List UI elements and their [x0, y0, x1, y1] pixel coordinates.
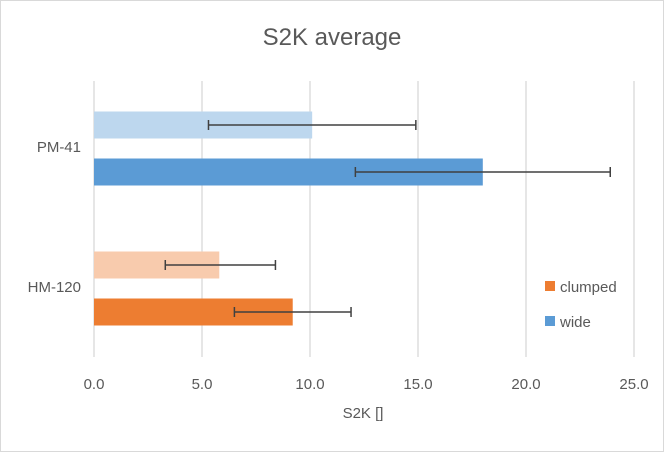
error-bars	[164, 120, 611, 317]
error-bar	[207, 120, 417, 130]
x-tick-label: 0.0	[84, 376, 105, 393]
legend-swatch	[545, 281, 555, 291]
x-tick-label: 5.0	[192, 376, 213, 393]
x-tick-label: 20.0	[511, 376, 540, 393]
legend-swatch	[545, 316, 555, 326]
error-bar	[233, 307, 352, 317]
x-axis-title: S2K []	[343, 405, 384, 422]
x-tick-labels: 0.0 5.0 10.0 15.0 20.0 25.0	[84, 376, 649, 393]
legend: clumped wide	[545, 279, 617, 331]
bars	[94, 111, 483, 326]
category-label-hm-120: HM-120	[28, 279, 81, 296]
legend-item-clumped: clumped	[545, 279, 617, 296]
legend-label: clumped	[560, 279, 617, 296]
x-tick-label: 25.0	[619, 376, 648, 393]
x-tick-label: 10.0	[295, 376, 324, 393]
category-label-pm-41: PM-41	[37, 139, 81, 156]
error-bar	[354, 167, 611, 177]
category-labels: PM-41 HM-120	[28, 139, 81, 296]
legend-item-wide: wide	[545, 314, 591, 331]
chart-title: S2K average	[263, 24, 402, 51]
x-tick-label: 15.0	[403, 376, 432, 393]
error-bar	[164, 260, 277, 270]
legend-label: wide	[559, 314, 591, 331]
